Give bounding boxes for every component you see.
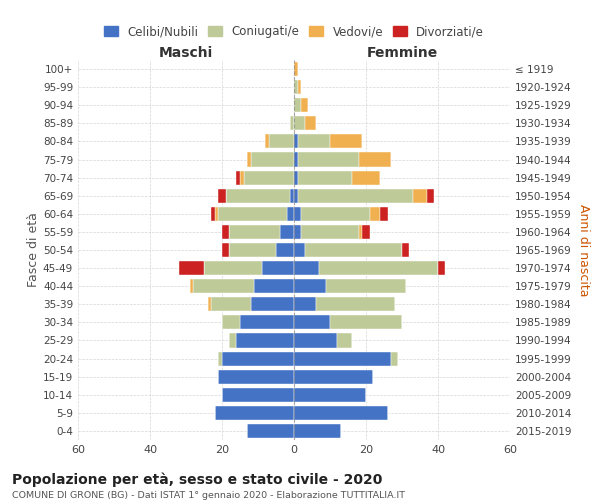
Bar [222,388,294,402]
Bar [294,134,298,148]
Bar [294,370,373,384]
Bar [179,261,204,275]
Bar [229,334,236,347]
Bar [294,62,298,76]
Bar [402,243,409,257]
Bar [316,297,395,312]
Bar [413,188,427,203]
Legend: Celibi/Nubili, Coniugati/e, Vedovi/e, Divorziati/e: Celibi/Nubili, Coniugati/e, Vedovi/e, Di… [99,20,489,42]
Bar [222,225,229,239]
Bar [294,279,326,293]
Bar [190,279,193,293]
Bar [294,207,301,221]
Bar [251,152,294,166]
Bar [326,279,406,293]
Bar [193,279,254,293]
Bar [294,243,305,257]
Bar [294,80,298,94]
Bar [352,170,380,184]
Bar [294,406,388,420]
Bar [229,243,276,257]
Text: Femmine: Femmine [367,46,437,60]
Bar [294,316,330,330]
Bar [305,243,402,257]
Bar [244,170,294,184]
Bar [301,225,359,239]
Bar [359,225,362,239]
Bar [337,334,352,347]
Bar [247,424,294,438]
Bar [229,225,280,239]
Bar [254,279,294,293]
Bar [370,207,380,221]
Bar [204,261,262,275]
Bar [215,406,294,420]
Y-axis label: Fasce di età: Fasce di età [27,212,40,288]
Bar [240,316,294,330]
Bar [294,388,366,402]
Bar [294,297,316,312]
Bar [287,207,294,221]
Bar [319,261,438,275]
Bar [215,207,218,221]
Bar [211,297,251,312]
Bar [211,207,215,221]
Bar [294,116,305,130]
Bar [290,188,294,203]
Bar [262,261,294,275]
Bar [208,297,211,312]
Bar [301,207,370,221]
Bar [218,370,294,384]
Bar [359,152,391,166]
Bar [330,134,362,148]
Bar [298,188,413,203]
Bar [298,152,359,166]
Bar [362,225,370,239]
Bar [298,170,352,184]
Bar [294,225,301,239]
Bar [294,152,298,166]
Bar [438,261,445,275]
Bar [298,80,301,94]
Bar [218,188,226,203]
Bar [269,134,294,148]
Bar [427,188,434,203]
Bar [330,316,402,330]
Bar [236,334,294,347]
Bar [218,352,222,366]
Bar [226,188,290,203]
Bar [298,134,330,148]
Bar [218,207,287,221]
Bar [290,116,294,130]
Text: COMUNE DI GRONE (BG) - Dati ISTAT 1° gennaio 2020 - Elaborazione TUTTITALIA.IT: COMUNE DI GRONE (BG) - Dati ISTAT 1° gen… [12,491,405,500]
Bar [240,170,244,184]
Bar [294,98,301,112]
Bar [301,98,308,112]
Bar [391,352,398,366]
Bar [251,297,294,312]
Bar [222,243,229,257]
Bar [294,352,391,366]
Bar [380,207,388,221]
Bar [294,170,298,184]
Bar [294,334,337,347]
Bar [280,225,294,239]
Bar [305,116,316,130]
Text: Maschi: Maschi [159,46,213,60]
Bar [265,134,269,148]
Bar [294,188,298,203]
Text: Popolazione per età, sesso e stato civile - 2020: Popolazione per età, sesso e stato civil… [12,472,382,487]
Bar [247,152,251,166]
Bar [276,243,294,257]
Bar [222,316,240,330]
Bar [294,424,341,438]
Bar [294,261,319,275]
Bar [222,352,294,366]
Y-axis label: Anni di nascita: Anni di nascita [577,204,590,296]
Bar [236,170,240,184]
